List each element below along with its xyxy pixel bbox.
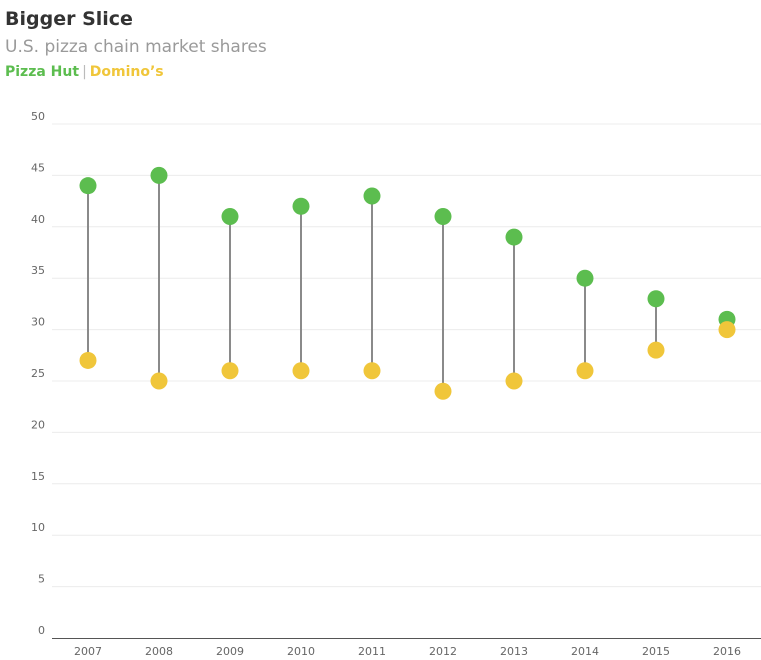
pizza-hut-point [150, 166, 168, 184]
gridlines [52, 123, 761, 588]
dominos-point [576, 362, 594, 380]
y-tick-label: 50 [31, 110, 45, 123]
legend-item-dominos: Domino’s [89, 64, 164, 80]
x-tick-label: 2015 [642, 645, 670, 658]
x-tick-label: 2014 [571, 645, 599, 658]
dominos-point [79, 351, 97, 369]
x-tick-label: 2008 [145, 645, 173, 658]
data-points [79, 166, 736, 400]
y-tick-label: 5 [38, 573, 45, 586]
dominos-point [647, 341, 665, 359]
chart-subtitle: U.S. pizza chain market shares [5, 37, 267, 57]
y-tick-label: 20 [31, 418, 45, 431]
legend-separator: | [82, 64, 87, 80]
dominos-point [292, 362, 310, 380]
connectors [87, 175, 728, 392]
dominos-point [363, 362, 381, 380]
x-tick-label: 2013 [500, 645, 528, 658]
pizza-hut-point [505, 228, 523, 246]
dominos-point [505, 372, 523, 390]
y-tick-label: 15 [31, 470, 45, 483]
pizza-hut-point [434, 208, 452, 226]
pizza-hut-point [576, 269, 594, 287]
x-tick-label: 2016 [713, 645, 741, 658]
y-tick-label: 40 [31, 213, 45, 226]
pizza-hut-point [79, 177, 97, 195]
x-tick-label: 2007 [74, 645, 102, 658]
y-tick-label: 45 [31, 161, 45, 174]
y-tick-label: 25 [31, 367, 45, 380]
x-tick-label: 2012 [429, 645, 457, 658]
x-tick-label: 2011 [358, 645, 386, 658]
x-tick-label: 2009 [216, 645, 244, 658]
y-tick-label: 10 [31, 521, 45, 534]
pizza-hut-point [221, 208, 239, 226]
dominos-point [221, 362, 239, 380]
dominos-point [150, 372, 168, 390]
pizza-hut-point [363, 187, 381, 205]
y-tick-label: 35 [31, 264, 45, 277]
y-tick-label: 0 [38, 624, 45, 637]
x-tick-label: 2010 [287, 645, 315, 658]
legend-item-pizza-hut: Pizza Hut [5, 64, 80, 80]
legend: Pizza Hut | Domino’s [5, 64, 164, 80]
dominos-point [718, 321, 736, 339]
pizza-hut-point [647, 290, 665, 308]
chart-title: Bigger Slice [5, 8, 133, 30]
y-tick-label: 30 [31, 316, 45, 329]
axes: 0 5 10 15 20 25 30 35 40 45 50 2007 2008 2009 2010 2011… [31, 110, 761, 658]
pizza-hut-point [292, 197, 310, 215]
dominos-point [434, 382, 452, 400]
